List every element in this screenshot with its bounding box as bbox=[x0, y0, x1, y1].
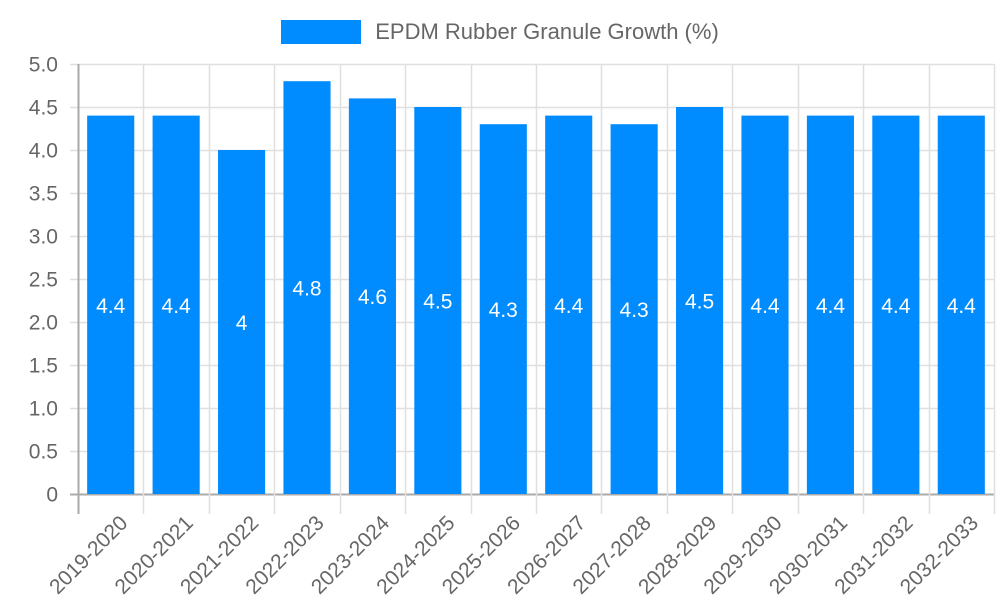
data-label: 4.4 bbox=[750, 295, 780, 318]
bar[interactable] bbox=[152, 115, 200, 494]
bar[interactable] bbox=[806, 115, 854, 494]
bar[interactable] bbox=[414, 107, 462, 494]
bar[interactable] bbox=[348, 98, 396, 495]
y-tick-label: 1.0 bbox=[29, 398, 58, 421]
bar[interactable] bbox=[676, 107, 724, 494]
data-label: 4.6 bbox=[358, 286, 387, 309]
bar[interactable] bbox=[610, 124, 658, 494]
y-tick-label: 2.0 bbox=[29, 312, 58, 335]
y-tick-label: 5.0 bbox=[29, 54, 58, 77]
bar[interactable] bbox=[479, 124, 527, 494]
data-label: 4.4 bbox=[96, 295, 126, 318]
y-axis-ticks: 0 0.5 1.0 1.5 2.0 2.5 3.0 3.5 4.0 4.5 5.0 bbox=[29, 54, 58, 507]
data-label: 4.5 bbox=[423, 291, 452, 314]
data-label: 4.4 bbox=[162, 295, 192, 318]
y-tick-label: 0.5 bbox=[29, 441, 58, 464]
data-label: 4.5 bbox=[685, 291, 714, 314]
y-tick-label: 3.5 bbox=[29, 183, 58, 206]
bar[interactable] bbox=[545, 115, 593, 494]
data-label: 4.8 bbox=[292, 278, 321, 301]
data-label: 4.4 bbox=[881, 295, 911, 318]
y-tick-label: 4.5 bbox=[29, 97, 58, 120]
y-tick-label: 1.5 bbox=[29, 355, 58, 378]
data-label: 4.4 bbox=[947, 295, 977, 318]
data-labels: 4.4 4.4 4 4.8 4.6 4.5 4.3 4.4 4.3 4.5 4.4 4.4 4.4 4.4 bbox=[96, 278, 976, 335]
data-label: 4.4 bbox=[816, 295, 846, 318]
bar[interactable] bbox=[741, 115, 789, 494]
grid-lines bbox=[70, 63, 996, 514]
y-tick-label: 4.0 bbox=[29, 140, 58, 163]
bars bbox=[87, 81, 985, 495]
data-label: 4.3 bbox=[620, 299, 649, 322]
legend-swatch[interactable] bbox=[281, 20, 362, 44]
data-label: 4 bbox=[236, 312, 248, 335]
bar[interactable] bbox=[218, 150, 266, 494]
y-tick-label: 2.5 bbox=[29, 269, 58, 292]
data-label: 4.3 bbox=[489, 299, 518, 322]
data-label: 4.4 bbox=[554, 295, 584, 318]
bar[interactable] bbox=[283, 81, 331, 494]
y-tick-label: 0 bbox=[46, 484, 58, 507]
legend-label: EPDM Rubber Granule Growth (%) bbox=[375, 19, 719, 44]
x-axis-ticks: 2019-20202020-20212021-20222022-20232023… bbox=[45, 511, 983, 599]
bar[interactable] bbox=[937, 115, 985, 494]
y-tick-label: 3.0 bbox=[29, 226, 58, 249]
chart-legend: EPDM Rubber Granule Growth (%) bbox=[0, 19, 1000, 45]
bar[interactable] bbox=[87, 115, 135, 494]
bar[interactable] bbox=[872, 115, 920, 494]
